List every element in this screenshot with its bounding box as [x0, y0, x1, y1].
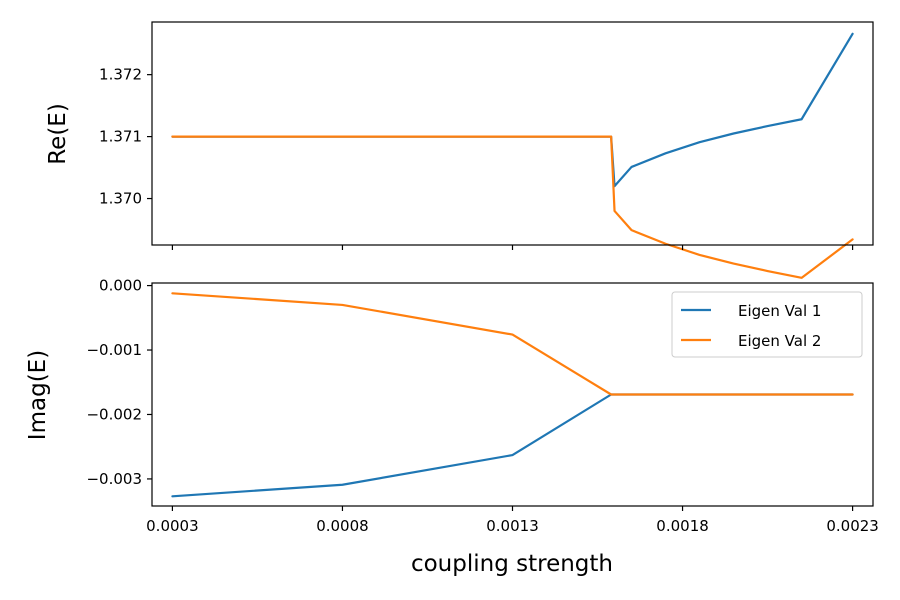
xtick-label: 0.0013: [486, 517, 539, 535]
xtick-label: 0.0008: [316, 517, 369, 535]
ytick-label: 0.000: [99, 277, 142, 295]
top-panel: 1.370 1.371 1.372 Re(E): [45, 21, 874, 279]
ytick-label: −0.002: [86, 405, 142, 423]
top-ylabel: Re(E): [45, 103, 71, 165]
bottom-plot-area: [171, 292, 854, 498]
legend: Eigen Val 1 Eigen Val 2: [671, 291, 863, 358]
xtick-label: 0.0003: [146, 517, 199, 535]
xtick-label: 0.0023: [826, 517, 879, 535]
legend-label-eigen-val-2: Eigen Val 2: [738, 332, 821, 350]
ytick-label: 1.370: [99, 190, 142, 208]
bottom-series-line-2: [171, 292, 854, 396]
bottom-axes: 0.000 −0.001 −0.002 −0.003 0.0003 0.0008 0.001…: [86, 277, 878, 535]
top-axes: 1.370 1.371 1.372: [99, 21, 874, 250]
top-series-line-2: [171, 135, 854, 279]
ytick-label: 1.372: [99, 66, 142, 84]
legend-label-eigen-val-1: Eigen Val 1: [738, 302, 821, 320]
ytick-label: −0.001: [86, 341, 142, 359]
ytick-label: −0.003: [86, 470, 142, 488]
bottom-xlabel: coupling strength: [411, 551, 613, 577]
xtick-label: 0.0018: [656, 517, 709, 535]
legend-box: [671, 291, 863, 358]
top-plot-area: [171, 32, 854, 279]
bottom-ylabel: Imag(E): [25, 350, 51, 440]
ytick-label: 1.371: [99, 128, 142, 146]
bottom-panel: 0.000 −0.001 −0.002 −0.003 0.0003 0.0008 0.001…: [25, 277, 879, 577]
